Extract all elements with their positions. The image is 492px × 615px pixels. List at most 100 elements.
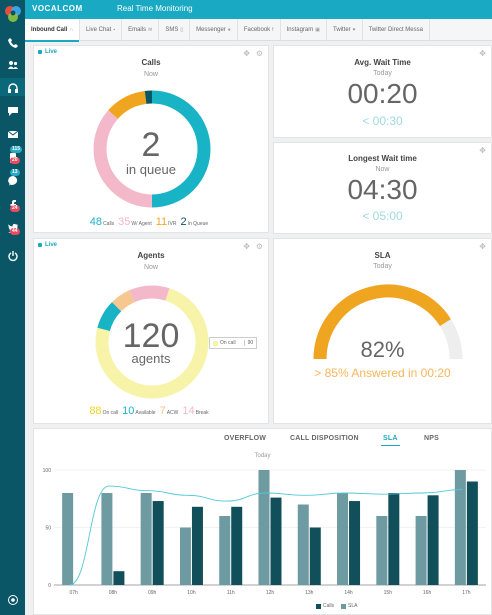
avg-wait-card: ✥ Avg. Wait Time Today 00:20 < 00:30 <box>273 45 492 138</box>
legend-label: W/ Agent <box>131 221 152 227</box>
phone-icon[interactable] <box>5 35 20 50</box>
channel-tabs: Inbound Call ∩ Live Chat ▪ Emails ✉ SMS ▯ Messen… <box>25 19 492 42</box>
longest-wait-subtitle: Now <box>375 166 390 173</box>
bar-calls-12h[interactable] <box>270 497 282 585</box>
longest-wait-value: 04:30 <box>347 174 418 205</box>
messenger-icon[interactable] <box>5 173 20 188</box>
power-icon[interactable] <box>5 248 20 263</box>
legend-label: On call <box>102 410 119 416</box>
tab-live-chat[interactable]: Live Chat ▪ <box>80 19 123 41</box>
chart-tab-sla[interactable]: SLA <box>381 435 400 446</box>
tab-label: Facebook <box>243 27 271 33</box>
move-icon[interactable]: ✥ <box>243 242 250 251</box>
legend-value: 14 <box>182 405 195 417</box>
move-icon[interactable]: ✥ <box>243 49 250 58</box>
calls-donut <box>93 90 211 208</box>
legend-value: 88 <box>89 405 102 417</box>
longest-wait-card: ✥ Longest Wait time Now 04:30 < 05:00 <box>273 142 492 234</box>
headset-icon[interactable] <box>5 80 20 95</box>
settings-icon[interactable] <box>5 592 20 607</box>
chart-tab-call-disposition[interactable]: CALL DISPOSITION <box>290 435 359 442</box>
sla-chart-card: OVERFLOW CALL DISPOSITION SLA NPS Today 0 50… <box>33 428 492 615</box>
x-tick-label: 09h <box>148 590 157 596</box>
twitter-badge: 44 <box>10 228 20 235</box>
bar-calls-11h[interactable] <box>231 506 243 585</box>
bar-sla-08h[interactable] <box>101 493 113 585</box>
calls-title: Calls <box>141 58 161 67</box>
tab-label: Instagram <box>286 27 314 33</box>
sla-value: 82% <box>360 337 405 362</box>
sms-badge-b: 20 <box>10 157 20 164</box>
avg-wait-value: 00:20 <box>347 78 418 109</box>
bar-sla-11h[interactable] <box>219 516 231 585</box>
tab-twitter-direct-messa[interactable]: Twitter Direct Messa <box>363 19 430 41</box>
donut-segment-3[interactable] <box>93 90 211 208</box>
y-tick-label: 100 <box>43 468 52 474</box>
tab-instagram[interactable]: Instagram ▣ <box>281 19 327 41</box>
tab-sms[interactable]: SMS ▯ <box>159 19 191 41</box>
tab-inbound-call[interactable]: Inbound Call ∩ <box>25 19 80 42</box>
live-dot-icon <box>38 50 42 54</box>
bar-sla-13h[interactable] <box>297 504 309 586</box>
longest-wait-title: Longest Wait time <box>348 154 417 163</box>
move-icon[interactable]: ✥ <box>479 242 486 251</box>
move-icon[interactable]: ✥ <box>479 49 486 58</box>
donut-segment-1[interactable] <box>93 90 211 208</box>
move-icon[interactable]: ✥ <box>479 146 486 155</box>
tab-twitter[interactable]: Twitter ♥ <box>327 19 363 41</box>
agents-tooltip: On call 90 <box>209 337 258 349</box>
legend-label: Break <box>195 410 209 416</box>
phone-icon: ▯ <box>180 27 184 33</box>
facebook-icon: f <box>272 27 274 33</box>
bar-calls-14h[interactable] <box>349 501 361 585</box>
bar-sla-17h[interactable] <box>454 470 466 585</box>
tab-facebook[interactable]: Facebook f <box>238 19 281 41</box>
bar-sla-10h[interactable] <box>179 527 191 586</box>
tab-messenger[interactable]: Messenger ● <box>190 19 238 41</box>
tab-emails[interactable]: Emails ✉ <box>122 19 160 41</box>
chart-tab-nps[interactable]: NPS <box>424 435 439 442</box>
sla-card: ✥ SLA Today 82% > 85% Answered in 00:20 <box>273 238 492 424</box>
bar-calls-13h[interactable] <box>309 527 321 586</box>
bar-sla-09h[interactable] <box>140 493 152 585</box>
instagram-icon: ▣ <box>315 27 320 33</box>
chat-icon[interactable] <box>5 103 20 118</box>
calls-count: 2 <box>141 126 161 164</box>
agents-unit: agents <box>131 351 171 366</box>
sla-title: SLA <box>374 251 391 260</box>
calls-unit: in queue <box>126 162 176 177</box>
legend-value: 48 <box>89 216 103 228</box>
donut-segment-3[interactable] <box>95 285 209 399</box>
bar-calls-09h[interactable] <box>152 501 164 585</box>
bar-sla-16h[interactable] <box>415 516 427 585</box>
bar-calls-16h[interactable] <box>427 495 439 585</box>
agents-donut <box>95 285 209 399</box>
bar-calls-15h[interactable] <box>388 493 400 585</box>
tab-label: Twitter Direct Messa <box>368 27 423 33</box>
tab-label: Live Chat <box>85 27 112 33</box>
legend-swatch <box>316 603 321 609</box>
bar-sla-12h[interactable] <box>258 470 270 585</box>
legend-value: 35 <box>118 216 131 228</box>
legend-swatch <box>341 603 346 609</box>
bar-calls-10h[interactable] <box>191 506 203 585</box>
bar-calls-17h[interactable] <box>466 481 478 586</box>
gear-icon[interactable]: ⚙ <box>255 242 263 251</box>
avg-wait-target: < 00:30 <box>362 114 403 128</box>
trend-line <box>69 485 463 586</box>
legend-value: 11 <box>155 216 168 228</box>
live-dot-icon <box>38 243 42 247</box>
bar-sla-07h[interactable] <box>62 493 74 585</box>
donut-segment-0[interactable] <box>95 285 209 399</box>
chart-tab-overflow[interactable]: OVERFLOW <box>224 435 267 442</box>
envelope-icon[interactable] <box>5 126 20 141</box>
bar-sla-15h[interactable] <box>376 516 388 585</box>
gear-icon[interactable]: ⚙ <box>255 49 263 58</box>
vocalcom-logo <box>5 6 21 22</box>
x-tick-label: 14h <box>344 590 353 596</box>
facebook-icon[interactable] <box>5 197 20 212</box>
bar-calls-08h[interactable] <box>113 571 125 585</box>
bar-sla-14h[interactable] <box>337 493 349 585</box>
contacts-icon[interactable] <box>5 57 20 72</box>
legend-calls: Calls <box>316 603 334 609</box>
